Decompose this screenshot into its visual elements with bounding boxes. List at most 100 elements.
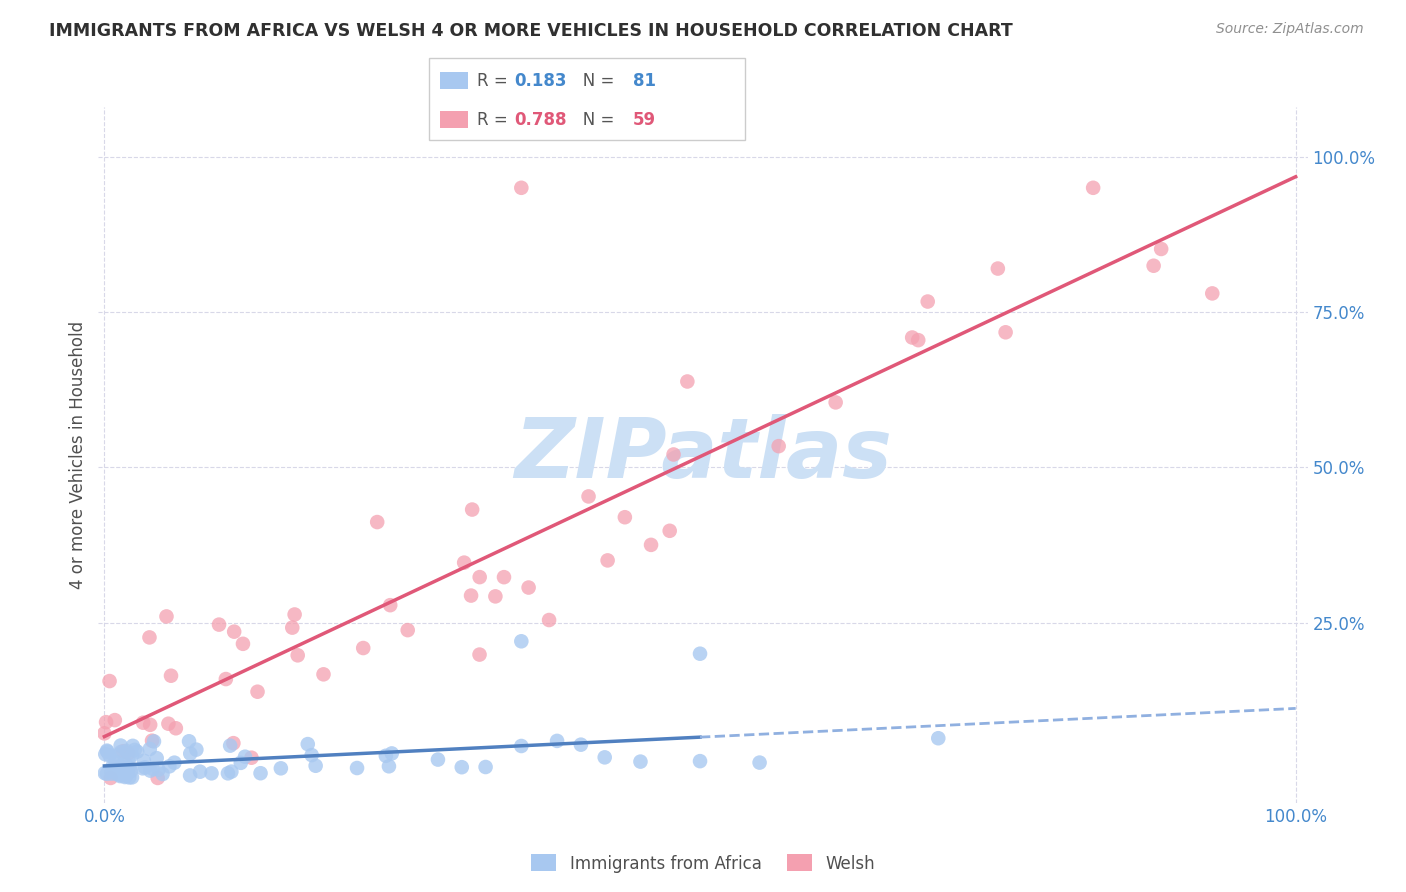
Point [112,764,135,779]
Point [593,750,616,764]
Point [139,718,162,732]
Point [901,330,924,344]
Point [215,672,238,686]
Point [131,761,153,775]
Point [94,747,117,762]
Point [240,750,263,764]
Point [179,747,201,761]
Point [121,748,143,763]
Point [110,759,132,773]
Point [134,760,156,774]
Point [233,749,256,764]
Point [987,261,1010,276]
Point [596,553,619,567]
Point [484,590,506,604]
Point [107,747,129,762]
Point [94,715,117,730]
Point [179,768,201,782]
Point [160,669,183,683]
Point [118,761,141,775]
Point [94,766,117,780]
Text: N =: N = [567,71,619,89]
Point [474,760,496,774]
Point [907,333,929,347]
Point [145,751,167,765]
Text: 81: 81 [633,71,655,89]
Point [186,742,208,756]
Point [380,598,402,612]
Point [510,181,533,195]
Point [142,762,165,776]
Point [270,761,292,775]
Text: N =: N = [567,111,619,128]
Point [689,647,711,661]
Text: 0.183: 0.183 [515,71,567,89]
Point [165,721,187,735]
Y-axis label: 4 or more Vehicles in Household: 4 or more Vehicles in Household [69,321,87,589]
Point [141,733,163,747]
Point [121,770,143,784]
Point [132,754,155,768]
Point [104,713,127,727]
Point [1201,286,1223,301]
Point [658,524,681,538]
Point [249,766,271,780]
Point [100,766,122,780]
Point [224,624,246,639]
Point [117,746,139,760]
Point [640,538,662,552]
Point [538,613,561,627]
Point [200,766,222,780]
Point [101,762,124,776]
Point [146,771,169,785]
Point [139,764,162,778]
Point [994,326,1017,340]
Point [96,744,118,758]
Point [366,515,388,529]
Text: 59: 59 [633,111,655,128]
Point [115,768,138,782]
Point [117,754,139,768]
Point [613,510,636,524]
Point [132,715,155,730]
Point [222,736,245,750]
Point [115,757,138,772]
Point [104,765,127,780]
Point [232,637,254,651]
Point [114,770,136,784]
Point [98,748,121,763]
Point [104,755,127,769]
Point [117,762,139,776]
Point [517,581,540,595]
Point [824,395,846,409]
Point [748,756,770,770]
Point [297,737,319,751]
Point [163,756,186,770]
Point [121,739,143,753]
Point [396,623,419,637]
Point [110,763,132,777]
Point [460,589,482,603]
Point [569,738,592,752]
Point [155,609,177,624]
Point [96,745,118,759]
Point [468,648,491,662]
Point [246,684,269,698]
Point [93,726,115,740]
Point [108,769,131,783]
Point [105,767,128,781]
Point [115,744,138,758]
Point [284,607,307,622]
Point [450,760,472,774]
Point [100,771,122,785]
Point [346,761,368,775]
Point [143,734,166,748]
Point [120,764,142,778]
Point [98,674,121,689]
Point [453,556,475,570]
Point [468,570,491,584]
Point [578,490,600,504]
Point [115,764,138,778]
Point [188,764,211,779]
Point [381,747,404,761]
